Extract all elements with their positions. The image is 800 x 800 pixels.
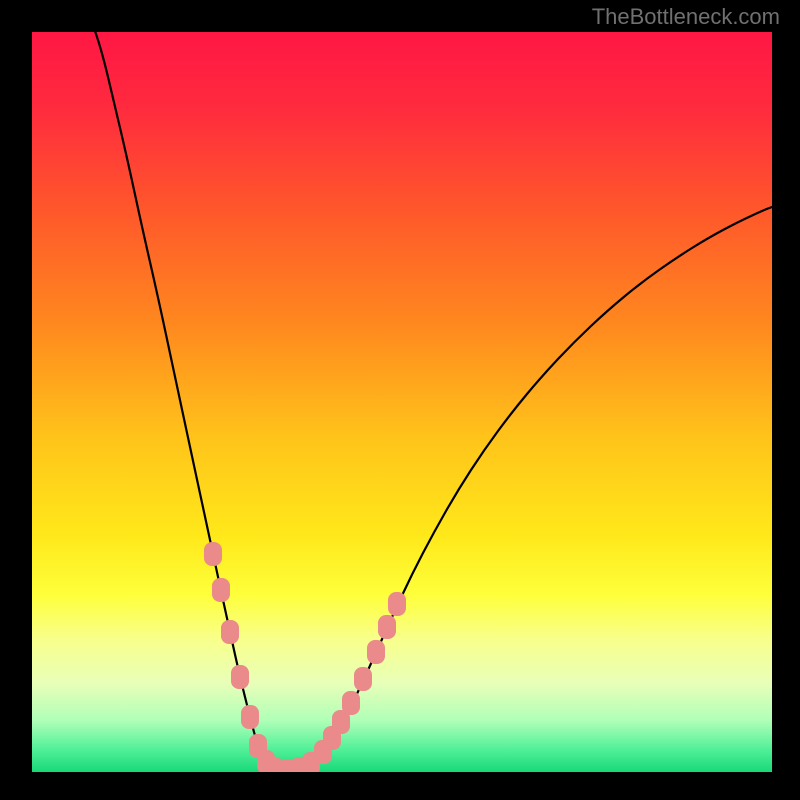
data-marker — [231, 665, 249, 689]
data-marker — [204, 542, 222, 566]
watermark-text: TheBottleneck.com — [592, 4, 780, 30]
data-marker — [378, 615, 396, 639]
data-marker — [367, 640, 385, 664]
chart-container: TheBottleneck.com — [0, 0, 800, 800]
data-marker — [354, 667, 372, 691]
data-marker — [342, 691, 360, 715]
data-marker — [388, 592, 406, 616]
plot-area — [32, 32, 772, 772]
gradient-background — [32, 32, 772, 772]
data-marker — [212, 578, 230, 602]
data-marker — [241, 705, 259, 729]
chart-svg — [32, 32, 772, 772]
data-marker — [221, 620, 239, 644]
